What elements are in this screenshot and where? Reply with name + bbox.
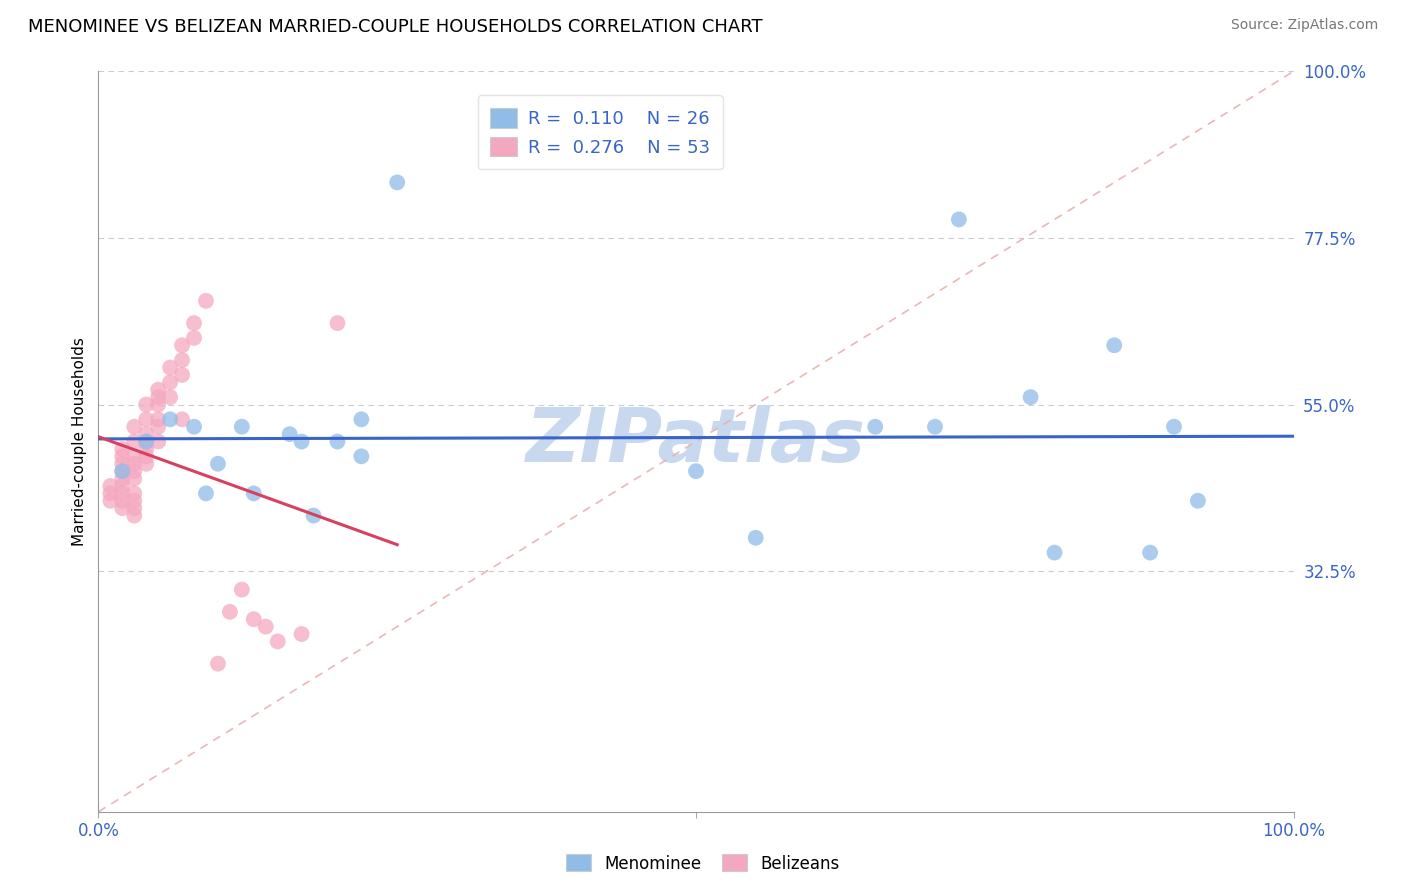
Point [1019, 390, 1042, 404]
Point [124, 450, 146, 464]
Point [148, 419, 170, 434]
Point [183, 316, 205, 330]
Point [111, 464, 134, 478]
Y-axis label: Married-couple Households: Married-couple Households [72, 337, 87, 546]
Point [1104, 338, 1126, 352]
Point [385, 175, 409, 190]
Point [111, 486, 134, 500]
Point [1187, 493, 1209, 508]
Point [98, 493, 122, 508]
Point [159, 376, 181, 390]
Text: ZIPatlas: ZIPatlas [526, 405, 866, 478]
Point [172, 338, 194, 352]
Point [195, 486, 218, 500]
Point [148, 398, 170, 412]
Point [135, 457, 157, 471]
Point [685, 464, 707, 478]
Point [745, 531, 768, 545]
Point [124, 471, 146, 485]
Point [326, 316, 349, 330]
Point [111, 457, 134, 471]
Point [111, 501, 134, 516]
Point [124, 457, 146, 471]
Point [124, 419, 146, 434]
Point [111, 479, 134, 493]
Point [1139, 546, 1161, 560]
Point [207, 457, 229, 471]
Point [172, 412, 194, 426]
Point [135, 434, 157, 449]
Point [159, 360, 181, 375]
Point [111, 464, 134, 478]
Text: Source: ZipAtlas.com: Source: ZipAtlas.com [1230, 18, 1378, 32]
Point [243, 486, 266, 500]
Point [172, 368, 194, 382]
Point [135, 427, 157, 442]
Legend: Menominee, Belizeans: Menominee, Belizeans [560, 847, 846, 880]
Point [111, 450, 134, 464]
Point [219, 605, 242, 619]
Point [243, 612, 266, 626]
Point [111, 493, 134, 508]
Point [148, 434, 170, 449]
Point [302, 508, 325, 523]
Point [135, 450, 157, 464]
Point [865, 419, 887, 434]
Point [350, 412, 373, 426]
Point [207, 657, 229, 671]
Point [111, 442, 134, 456]
Point [254, 619, 277, 633]
Point [124, 493, 146, 508]
Point [291, 434, 314, 449]
Point [98, 486, 122, 500]
Point [195, 293, 218, 308]
Legend: R =  0.110    N = 26, R =  0.276    N = 53: R = 0.110 N = 26, R = 0.276 N = 53 [478, 95, 723, 169]
Point [172, 353, 194, 368]
Point [124, 486, 146, 500]
Point [159, 390, 181, 404]
Point [948, 212, 970, 227]
Point [124, 508, 146, 523]
Point [135, 412, 157, 426]
Point [135, 442, 157, 456]
Point [183, 419, 205, 434]
Point [135, 434, 157, 449]
Point [291, 627, 314, 641]
Point [1163, 419, 1185, 434]
Point [1043, 546, 1066, 560]
Point [278, 427, 301, 442]
Point [231, 419, 253, 434]
Point [183, 331, 205, 345]
Point [124, 464, 146, 478]
Point [124, 501, 146, 516]
Point [98, 479, 122, 493]
Point [350, 450, 373, 464]
Point [148, 390, 170, 404]
Point [135, 398, 157, 412]
Point [267, 634, 290, 648]
Point [124, 434, 146, 449]
Point [326, 434, 349, 449]
Point [148, 412, 170, 426]
Point [231, 582, 253, 597]
Point [111, 471, 134, 485]
Text: MENOMINEE VS BELIZEAN MARRIED-COUPLE HOUSEHOLDS CORRELATION CHART: MENOMINEE VS BELIZEAN MARRIED-COUPLE HOU… [28, 18, 762, 36]
Point [148, 383, 170, 397]
Point [159, 412, 181, 426]
Point [924, 419, 946, 434]
